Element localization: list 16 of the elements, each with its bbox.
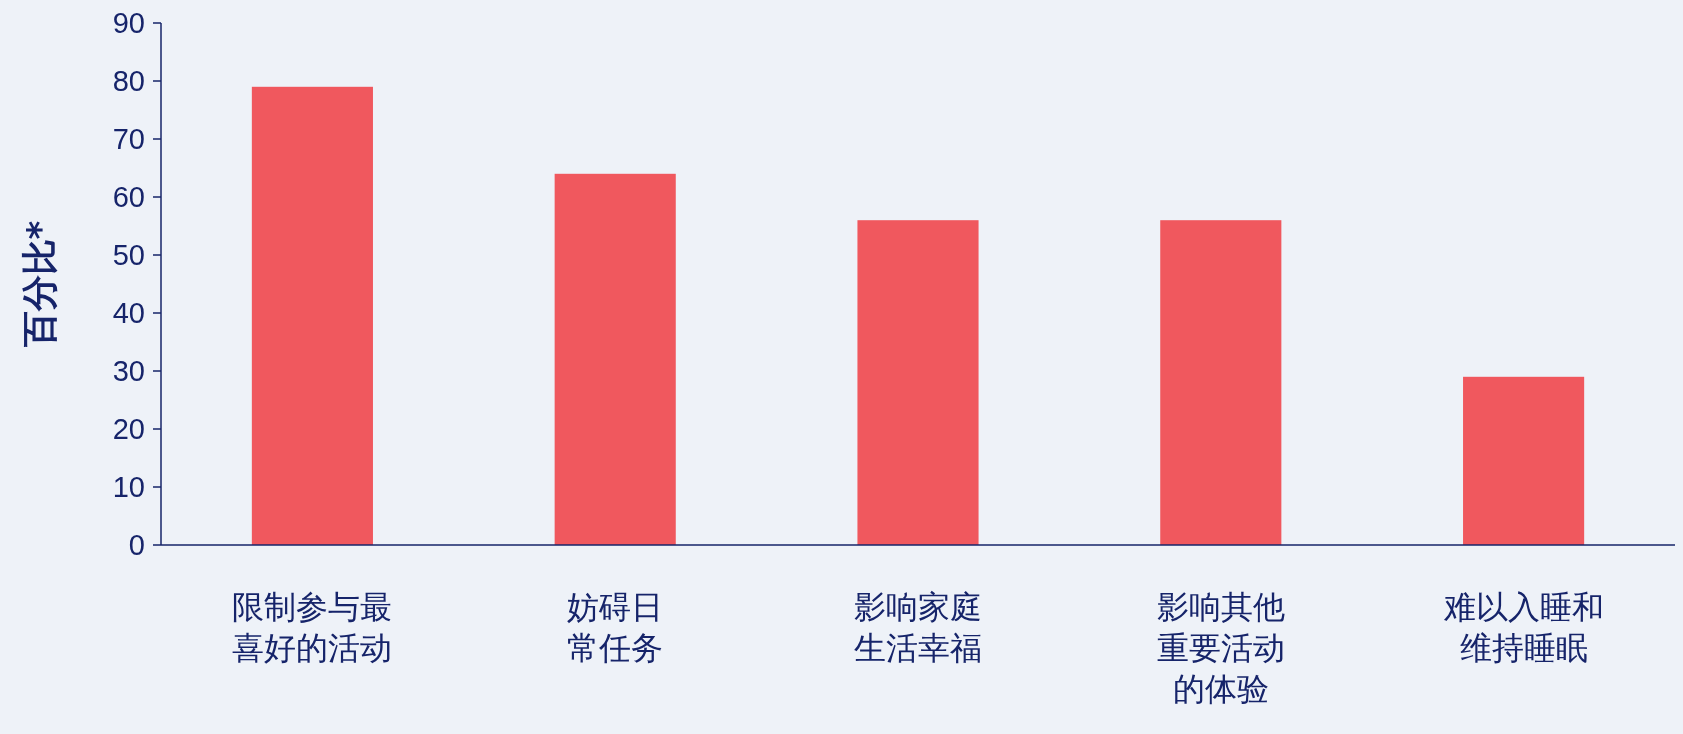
x-tick-label: 妨碍日常任务 [567, 588, 664, 667]
x-tick-label: 限制参与最喜好的活动 [232, 588, 393, 667]
y-tick-label: 30 [112, 355, 145, 387]
y-tick-label: 80 [112, 65, 145, 97]
x-tick-label: 影响家庭生活幸福 [854, 588, 982, 667]
y-tick-label: 10 [112, 471, 145, 503]
y-axis-title: 百分比* [19, 220, 60, 349]
y-tick-label: 40 [112, 297, 145, 329]
y-tick-label: 0 [128, 529, 145, 561]
y-tick-label: 60 [112, 181, 145, 213]
x-tick-label: 难以入睡和维持睡眠 [1442, 588, 1604, 667]
x-tick-label: 影响其他重要活动的体验 [1156, 588, 1285, 708]
y-tick-label: 20 [112, 413, 145, 445]
y-tick-label: 70 [112, 123, 145, 155]
y-tick-label: 50 [112, 239, 145, 271]
y-tick-label: 90 [112, 7, 145, 39]
